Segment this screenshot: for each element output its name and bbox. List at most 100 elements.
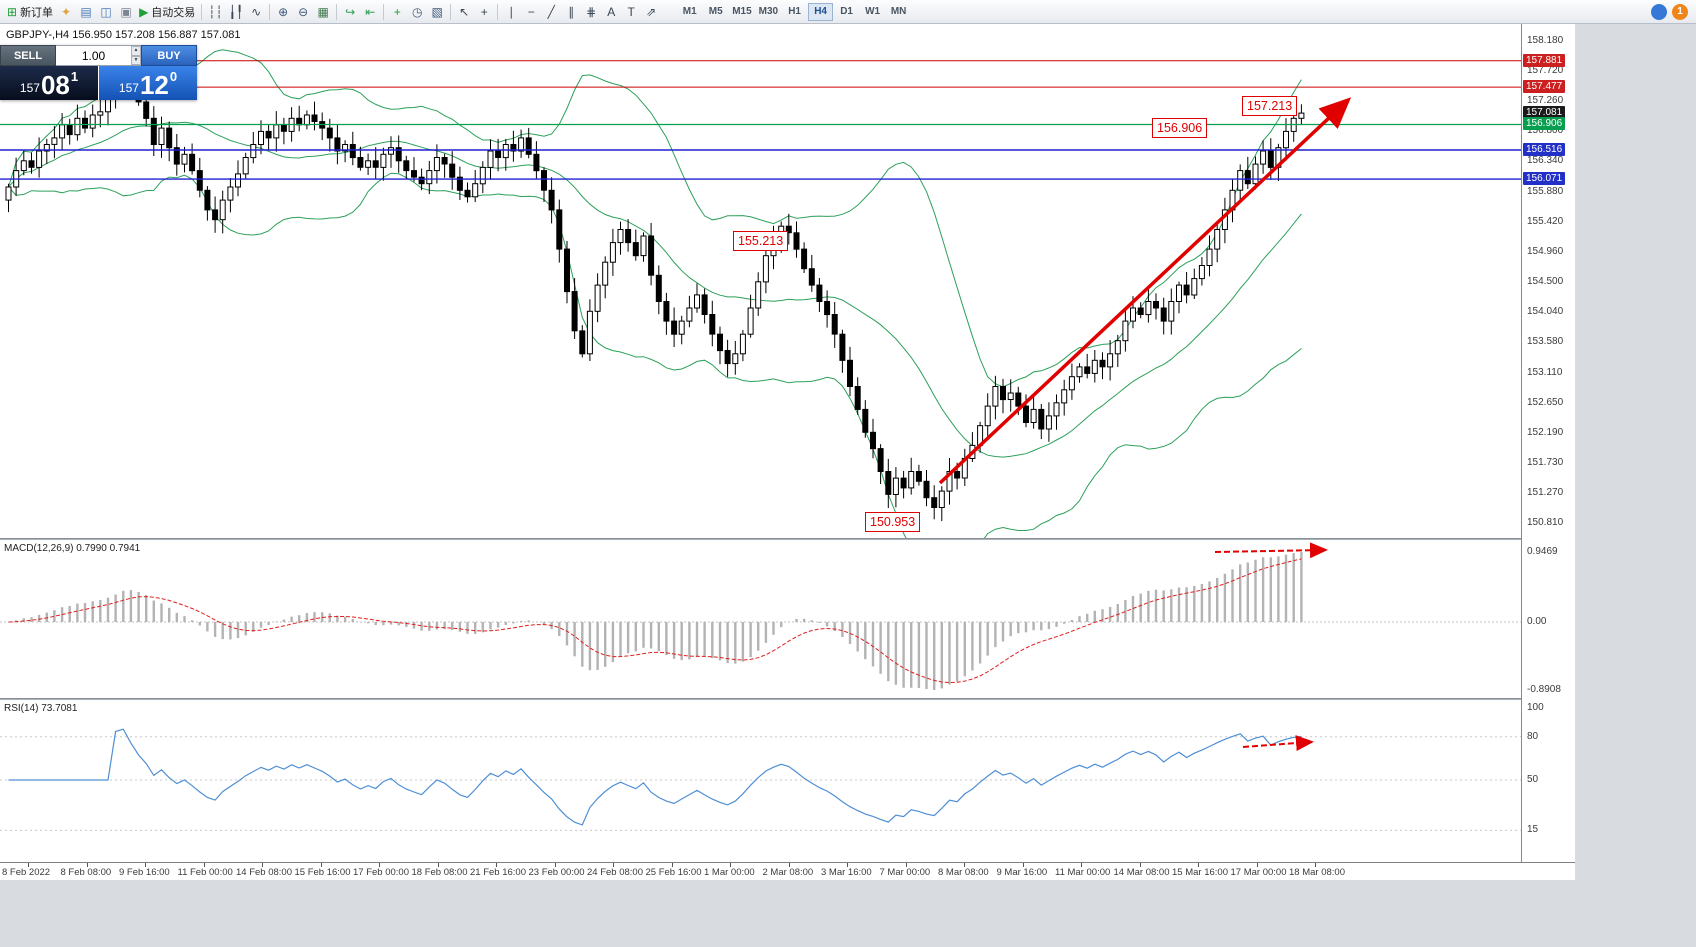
timeframe-m1[interactable]: M1 xyxy=(677,3,702,21)
rsi-axis-label: 15 xyxy=(1527,824,1539,836)
timeframe-h4[interactable]: H4 xyxy=(808,2,834,21)
label-icon-button[interactable]: T xyxy=(621,2,641,22)
bar-chart-icon-button[interactable]: ┆┆ xyxy=(205,2,225,22)
toolbar-separator xyxy=(201,3,203,20)
chart-shift-icon: ⇤ xyxy=(365,4,376,19)
vertical-line-icon-button[interactable]: ∣ xyxy=(501,2,521,22)
time-label: 18 Feb 08:00 xyxy=(411,867,468,878)
time-tick xyxy=(1081,863,1082,867)
arrows-tool-icon-button[interactable]: ⇗ xyxy=(641,2,661,22)
tile-windows-icon-button[interactable]: ▦ xyxy=(313,2,333,22)
price-tick: 153.580 xyxy=(1527,336,1564,347)
volume-increase-button[interactable]: ▲ xyxy=(130,46,141,56)
time-axis[interactable]: 8 Feb 2022 8 Feb 08:00 9 Feb 16:00 11 Feb 0… xyxy=(0,862,1575,880)
workspace-background xyxy=(1575,24,1696,947)
buy-button[interactable]: BUY xyxy=(141,45,197,66)
autotrading-button[interactable]: ▶ 自动交易 xyxy=(136,2,198,22)
price-tag: 156.071 xyxy=(1523,172,1566,186)
periods-icon: ◷ xyxy=(411,4,423,19)
time-label: 18 Mar 08:00 xyxy=(1289,867,1345,878)
time-label: 9 Feb 16:00 xyxy=(119,867,170,878)
bid-price-button[interactable]: 157 08 1 xyxy=(0,66,99,100)
time-label: 15 Feb 16:00 xyxy=(294,867,351,878)
fibonacci-icon: ⋕ xyxy=(586,4,597,19)
timeframe-h1[interactable]: H1 xyxy=(782,3,807,21)
time-label: 7 Mar 00:00 xyxy=(879,867,931,878)
price-callout[interactable]: 156.906 xyxy=(1152,118,1208,138)
volume-input[interactable] xyxy=(56,46,131,65)
market-watch-icon-button[interactable]: ▤ xyxy=(76,2,96,22)
indicators-icon: + xyxy=(393,4,401,19)
volume-decrease-button[interactable]: ▼ xyxy=(130,55,141,65)
price-callout[interactable]: 155.213 xyxy=(733,231,789,251)
zoom-in-icon-button[interactable]: ⊕ xyxy=(273,2,293,22)
timeframe-m30[interactable]: M30 xyxy=(756,3,781,21)
rsi-panel-canvas[interactable] xyxy=(0,700,1521,862)
zoom-out-icon-button[interactable]: ⊖ xyxy=(293,2,313,22)
time-label: 15 Mar 16:00 xyxy=(1172,867,1228,878)
price-tick: 151.270 xyxy=(1527,487,1564,499)
chart-shift-icon-button[interactable]: ⇤ xyxy=(360,2,380,22)
rsi-indicator-label: RSI(14) 73.7081 xyxy=(4,703,78,714)
price-tick: 156.800 xyxy=(1527,125,1564,137)
time-tick xyxy=(613,863,614,867)
strategy-tester-icon-button[interactable]: ✦ xyxy=(56,2,76,22)
time-tick xyxy=(379,863,380,867)
timeframe-d1[interactable]: D1 xyxy=(834,3,859,21)
cursor-icon-button[interactable]: ↖ xyxy=(454,2,474,22)
price-tick: 157.260 xyxy=(1527,95,1564,107)
time-label: 24 Feb 08:00 xyxy=(587,867,643,878)
channel-icon-button[interactable]: ∥ xyxy=(561,2,581,22)
symbol-ohlc-line: GBPJPY-,H4 156.950 157.208 156.887 157.0… xyxy=(6,29,241,41)
fibonacci-icon-button[interactable]: ⋕ xyxy=(581,2,601,22)
new-order-label: 新订单 xyxy=(20,6,54,19)
price-tick: 150.810 xyxy=(1527,517,1564,529)
time-tick xyxy=(262,863,263,867)
text-icon: A xyxy=(607,4,616,19)
rsi-axis-label: 80 xyxy=(1527,730,1539,742)
trendline-icon-button[interactable]: ╱ xyxy=(541,2,561,22)
ask-price-button[interactable]: 157 12 0 xyxy=(99,66,197,100)
bid-main-digits: 08 xyxy=(40,69,70,100)
indicators-icon-button[interactable]: + xyxy=(387,2,407,22)
line-chart-icon-button[interactable]: ∿ xyxy=(246,2,266,22)
candlestick-chart-icon-button[interactable]: ╽╿ xyxy=(226,2,246,22)
price-tick: 154.960 xyxy=(1527,245,1564,257)
price-callout[interactable]: 150.953 xyxy=(865,512,921,532)
market-watch-icon: ▤ xyxy=(80,4,92,19)
volume-spinner: ▲ ▼ xyxy=(130,46,141,65)
price-callout[interactable]: 157.213 xyxy=(1242,96,1298,116)
time-label: 14 Feb 08:00 xyxy=(236,867,292,878)
community-icon[interactable] xyxy=(1651,3,1667,20)
timeframe-mn[interactable]: MN xyxy=(886,3,911,21)
timeframe-m5[interactable]: M5 xyxy=(703,3,728,21)
text-icon-button[interactable]: A xyxy=(601,2,621,22)
crosshair-icon-button[interactable]: + xyxy=(474,2,494,22)
price-tick: 157.720 xyxy=(1527,65,1564,77)
periods-icon-button[interactable]: ◷ xyxy=(407,2,427,22)
templates-icon-button[interactable]: ▧ xyxy=(427,2,447,22)
auto-scroll-icon-button[interactable]: ↪ xyxy=(340,2,360,22)
timeframe-w1[interactable]: W1 xyxy=(860,3,885,21)
panel-resize-handle[interactable] xyxy=(0,538,1575,540)
terminal-icon-button[interactable]: ▣ xyxy=(116,2,136,22)
price-axis[interactable]: 158.180 157.720 157.260 156.800 156.340 155.8… xyxy=(1521,24,1575,862)
time-tick xyxy=(788,863,790,867)
time-label: 17 Mar 00:00 xyxy=(1230,867,1287,878)
macd-axis-label: -0.8908 xyxy=(1527,684,1561,695)
macd-axis-label: 0.9469 xyxy=(1527,546,1558,557)
timeframe-m15[interactable]: M15 xyxy=(729,3,754,21)
price-tick: 154.500 xyxy=(1527,275,1564,287)
terminal-icon: ▣ xyxy=(120,4,132,19)
zoom-in-icon: ⊕ xyxy=(278,4,289,19)
sell-button[interactable]: SELL xyxy=(0,45,56,66)
templates-icon: ▧ xyxy=(431,4,443,19)
macd-panel-canvas[interactable] xyxy=(0,540,1521,698)
time-tick xyxy=(1139,863,1141,867)
horizontal-line-icon-button[interactable]: − xyxy=(521,2,541,22)
notifications-badge[interactable]: 1 xyxy=(1672,3,1688,20)
data-window-icon-button[interactable]: ◫ xyxy=(96,2,116,22)
new-order-button[interactable]: ⊞ 新订单 xyxy=(4,2,56,22)
time-tick xyxy=(964,863,965,867)
panel-resize-handle[interactable] xyxy=(0,698,1575,700)
